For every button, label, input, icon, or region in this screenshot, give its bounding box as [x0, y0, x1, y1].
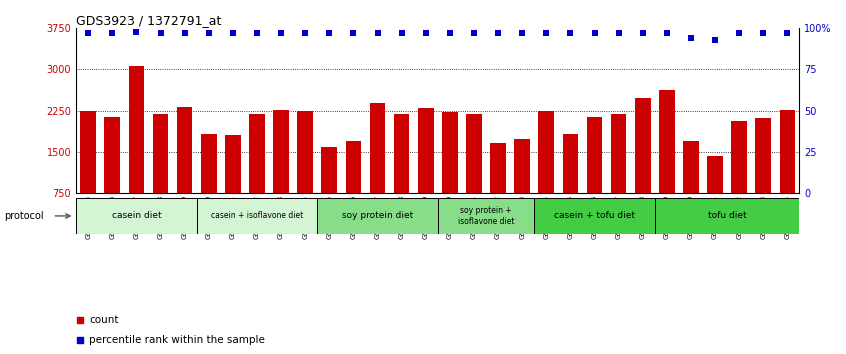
Bar — [104, 117, 120, 193]
Text: casein diet: casein diet — [112, 211, 162, 221]
Bar — [586, 117, 602, 193]
Bar — [611, 114, 627, 193]
Bar — [76, 198, 196, 234]
Point — [733, 30, 746, 36]
Point — [756, 30, 770, 36]
Point — [395, 30, 409, 36]
Point — [660, 30, 673, 36]
Bar — [437, 198, 535, 234]
Bar — [442, 112, 458, 193]
Bar — [514, 139, 530, 193]
Bar — [152, 114, 168, 193]
Bar — [659, 90, 675, 193]
Point — [464, 262, 477, 268]
Point — [588, 30, 602, 36]
Point — [299, 30, 312, 36]
Point — [612, 30, 625, 36]
Bar — [755, 118, 772, 193]
Text: casein + isoflavone diet: casein + isoflavone diet — [211, 211, 303, 221]
Bar — [129, 66, 145, 193]
Point — [154, 30, 168, 36]
Text: protocol: protocol — [4, 211, 44, 221]
Bar — [370, 103, 386, 193]
Bar — [249, 114, 265, 193]
Bar — [731, 121, 747, 193]
Bar — [707, 156, 723, 193]
Bar — [538, 111, 554, 193]
Point — [540, 30, 553, 36]
Bar — [321, 147, 338, 193]
Bar — [345, 141, 361, 193]
Point — [81, 30, 95, 36]
Point — [178, 30, 191, 36]
Bar — [393, 114, 409, 193]
Point — [129, 29, 143, 34]
Point — [467, 30, 481, 36]
Text: percentile rank within the sample: percentile rank within the sample — [89, 335, 265, 345]
Bar — [317, 198, 437, 234]
Bar — [655, 198, 799, 234]
Point — [781, 30, 794, 36]
Bar — [563, 134, 579, 193]
Bar — [466, 114, 482, 193]
Point — [226, 30, 239, 36]
Point — [274, 30, 288, 36]
Bar — [634, 98, 651, 193]
Point — [443, 30, 457, 36]
Text: soy protein diet: soy protein diet — [342, 211, 413, 221]
Point — [464, 85, 477, 91]
Bar — [779, 109, 795, 193]
Text: soy protein +
isoflavone diet: soy protein + isoflavone diet — [458, 206, 514, 226]
Point — [636, 30, 650, 36]
Point — [106, 30, 119, 36]
Point — [250, 30, 264, 36]
Bar — [418, 108, 434, 193]
Text: count: count — [89, 315, 118, 325]
Bar — [297, 111, 313, 193]
Bar — [177, 107, 193, 193]
Point — [371, 30, 384, 36]
Bar — [273, 109, 289, 193]
Point — [419, 30, 432, 36]
Bar — [80, 111, 96, 193]
Point — [322, 30, 336, 36]
Point — [563, 30, 577, 36]
Point — [347, 30, 360, 36]
Bar — [196, 198, 317, 234]
Bar — [535, 198, 655, 234]
Point — [202, 30, 216, 36]
Point — [684, 35, 698, 41]
Text: GDS3923 / 1372791_at: GDS3923 / 1372791_at — [76, 14, 222, 27]
Text: tofu diet: tofu diet — [708, 211, 746, 221]
Bar — [490, 143, 506, 193]
Bar — [225, 135, 241, 193]
Bar — [201, 134, 217, 193]
Point — [492, 30, 505, 36]
Point — [708, 37, 722, 43]
Point — [515, 30, 529, 36]
Bar — [683, 141, 699, 193]
Text: casein + tofu diet: casein + tofu diet — [554, 211, 635, 221]
